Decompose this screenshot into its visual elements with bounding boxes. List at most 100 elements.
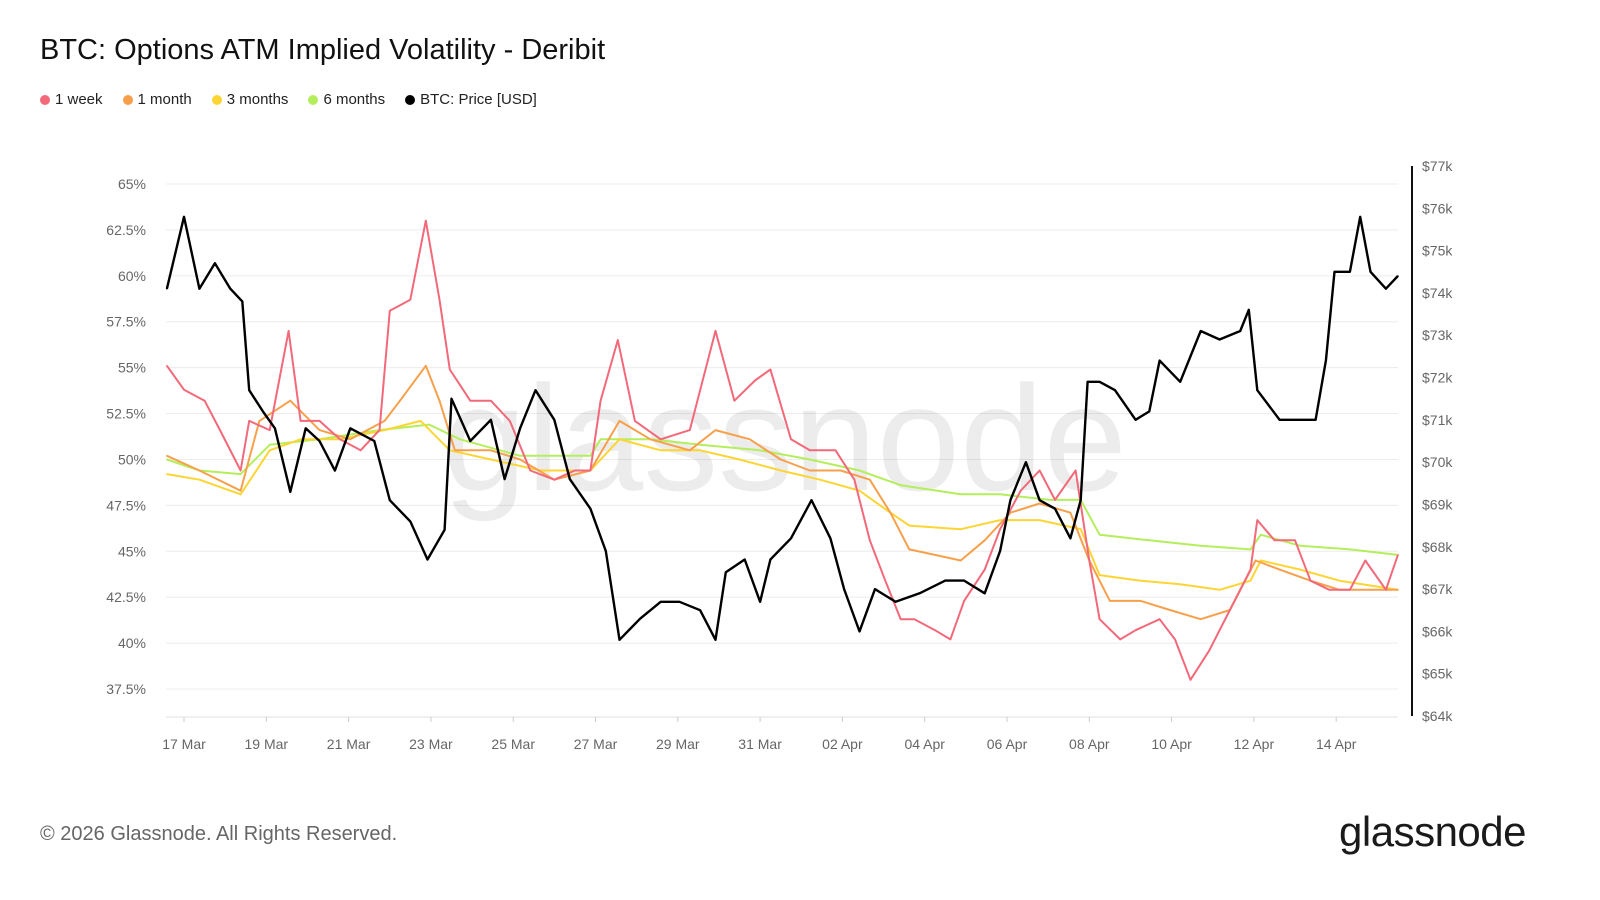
data-point [869, 539, 871, 542]
data-point [388, 309, 391, 312]
data-point [1369, 589, 1372, 591]
data-point [459, 438, 461, 441]
x-tick-label: 08 Apr [1069, 736, 1110, 752]
glassnode-logo[interactable]: glassnode [1339, 808, 1526, 855]
data-point [248, 420, 250, 422]
data-point [1199, 330, 1202, 332]
data-point [166, 458, 168, 461]
data-point [1314, 419, 1317, 421]
data-point [1349, 270, 1351, 273]
data-point [574, 469, 576, 472]
data-point [1054, 499, 1056, 501]
data-point [829, 537, 832, 540]
x-tick-label: 14 Apr [1316, 736, 1357, 752]
data-point [318, 420, 321, 422]
data-point [1119, 638, 1121, 641]
data-point [388, 499, 391, 502]
data-point [934, 629, 936, 632]
data-point [198, 287, 201, 290]
data-point [519, 458, 521, 461]
data-point [268, 429, 271, 431]
y-right-tick-label: $64k [1422, 708, 1453, 724]
data-point [229, 287, 232, 290]
legend-item-1-week[interactable]: 1 week [40, 91, 103, 108]
data-point [809, 469, 811, 472]
data-point [553, 419, 556, 421]
data-point [1038, 502, 1041, 505]
data-point [1148, 410, 1151, 413]
data-point [1148, 539, 1151, 542]
data-point [834, 449, 837, 452]
data-point [450, 397, 453, 400]
data-point [743, 558, 746, 561]
data-point [790, 537, 792, 540]
legend-item-btc-price[interactable]: BTC: Price [USD] [405, 91, 537, 108]
data-point [913, 618, 916, 621]
data-point [239, 493, 242, 496]
data-point [214, 262, 216, 265]
data-point [1218, 589, 1221, 591]
y-left-tick-label: 50% [118, 451, 146, 467]
data-point [1134, 629, 1137, 632]
data-point [1179, 380, 1181, 383]
series-lines [165, 215, 1399, 681]
data-point [1256, 389, 1259, 392]
data-point [373, 440, 376, 442]
data-point [1333, 270, 1336, 273]
data-point [934, 554, 936, 556]
data-point [198, 469, 201, 472]
legend-label: 3 months [226, 91, 289, 108]
data-point [454, 449, 456, 452]
data-point [1109, 600, 1111, 602]
data-point [299, 420, 302, 422]
y-right-tick-label: $75k [1422, 243, 1453, 259]
legend-item-1-month[interactable]: 1 month [122, 91, 192, 108]
data-point [490, 399, 492, 402]
data-point [1098, 380, 1101, 383]
data-point [659, 438, 662, 441]
x-tick-label: 17 Mar [162, 736, 206, 752]
data-point [769, 558, 772, 561]
data-point [1397, 589, 1399, 591]
data-point [714, 330, 717, 332]
data-point [1259, 559, 1262, 562]
legend-item-6-months[interactable]: 6 months [308, 91, 385, 108]
data-point [1249, 568, 1252, 571]
x-tick-label: 29 Mar [656, 736, 700, 752]
data-point [589, 507, 592, 510]
data-point [1179, 583, 1181, 586]
data-point [287, 330, 290, 332]
data-point [983, 592, 986, 595]
y-right-tick-label: $70k [1422, 454, 1453, 470]
data-point [443, 529, 446, 531]
x-tick-label: 10 Apr [1151, 736, 1192, 752]
data-point [944, 579, 947, 582]
legend-item-3-months[interactable]: 3 months [211, 91, 289, 108]
data-point [1009, 499, 1012, 502]
data-point [383, 429, 386, 431]
data-point [616, 339, 619, 341]
data-point [754, 379, 756, 382]
data-point [699, 443, 701, 446]
data-point [428, 423, 430, 426]
data-point [1249, 548, 1252, 551]
legend-dot-icon [211, 94, 222, 105]
data-point [1278, 419, 1281, 421]
y-right-tick-label: $67k [1422, 581, 1453, 597]
data-point [1294, 539, 1296, 542]
data-point [618, 420, 621, 422]
data-point [618, 438, 621, 441]
data-point [714, 639, 717, 641]
data-point [589, 469, 592, 472]
data-point [983, 568, 986, 571]
data-point [274, 427, 276, 430]
data-point [1364, 559, 1367, 562]
x-tick-label: 21 Mar [327, 736, 371, 752]
y-left-tick-label: 40% [118, 635, 146, 651]
data-point [733, 399, 736, 402]
data-point [809, 449, 811, 452]
data-point [1158, 618, 1161, 621]
data-point [659, 600, 662, 603]
legend: 1 week 1 month 3 months 6 months BTC: Pr… [40, 91, 537, 108]
